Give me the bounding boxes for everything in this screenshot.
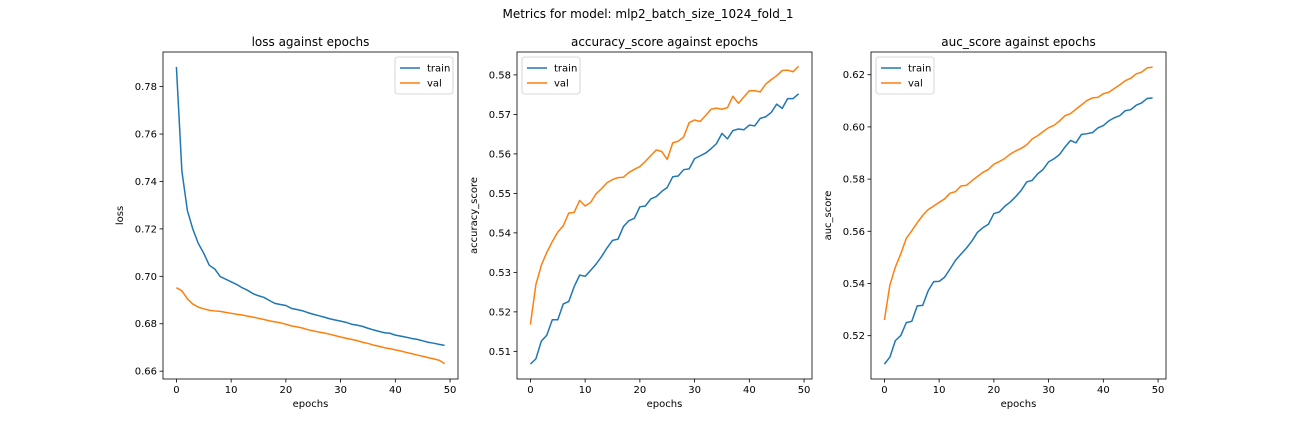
y-tick-label: 0.78 (135, 82, 157, 93)
x-tick-label: 0 (527, 385, 533, 396)
y-tick-label: 0.54 (843, 279, 865, 290)
x-axis-label: epochs (647, 399, 683, 410)
x-tick-label: 50 (444, 385, 457, 396)
legend-label-train: train (554, 64, 577, 75)
chart-panel-1: 0 10 20 30 40 50 0.66 0.68 0.70 0.72 0.74 0.76 0.78 l… (115, 35, 459, 410)
legend-label-train: train (427, 64, 450, 75)
x-tick-label: 0 (881, 385, 887, 396)
legend-label-val: val (908, 79, 923, 90)
legend-label-val: val (554, 79, 569, 90)
legend-box (394, 56, 454, 95)
legend-box (875, 56, 935, 95)
y-tick-label: 0.51 (489, 347, 511, 358)
y-tick-label: 0.68 (135, 319, 157, 330)
series-line-train (883, 97, 1153, 365)
plot-frame (516, 51, 813, 380)
y-tick-label: 0.56 (843, 227, 865, 238)
legend-label-val: val (427, 79, 442, 90)
y-tick-label: 0.58 (843, 175, 865, 186)
series-line-val (176, 287, 445, 365)
y-tick-label: 0.62 (843, 70, 865, 81)
legend-box (521, 56, 581, 95)
y-tick-label: 0.58 (489, 70, 511, 81)
x-tick-label: 30 (1042, 385, 1055, 396)
legend: train val (521, 56, 581, 95)
plot-frame (870, 51, 1167, 380)
y-tick-label: 0.76 (135, 130, 157, 141)
x-tick-label: 10 (225, 385, 238, 396)
x-tick-label: 30 (688, 385, 701, 396)
x-tick-label: 50 (1152, 385, 1165, 396)
legend: train val (394, 56, 454, 95)
series-line-train (175, 66, 445, 347)
x-tick-label: 40 (743, 385, 756, 396)
y-tick-label: 0.60 (843, 122, 865, 133)
x-tick-label: 10 (933, 385, 946, 396)
x-tick-label: 20 (280, 385, 293, 396)
y-tick-label: 0.72 (135, 224, 157, 235)
series-line-val (883, 66, 1153, 321)
chart-panel-2: 0 10 20 30 40 50 0.51 0.52 0.53 0.54 0.55 0.56 0.57 0… (469, 35, 813, 410)
x-tick-label: 40 (1097, 385, 1110, 396)
y-tick-label: 0.52 (843, 331, 865, 342)
x-axis-label: epochs (293, 399, 329, 410)
chart-title: auc_score against epochs (941, 35, 1095, 49)
y-axis-label: auc_score (823, 191, 834, 241)
x-tick-label: 10 (579, 385, 592, 396)
y-tick-label: 0.56 (489, 149, 511, 160)
y-tick-label: 0.57 (489, 110, 511, 121)
x-tick-label: 20 (634, 385, 647, 396)
series-line-train (529, 93, 800, 365)
x-tick-label: 50 (798, 385, 811, 396)
legend: train val (875, 56, 935, 95)
chart-title: accuracy_score against epochs (571, 35, 758, 49)
x-axis-label: epochs (1001, 399, 1037, 410)
y-axis-label: loss (115, 206, 126, 225)
chart-title: loss against epochs (252, 35, 370, 49)
y-tick-label: 0.55 (489, 189, 511, 200)
figure-suptitle: Metrics for model: mlp2_batch_size_1024_… (502, 7, 794, 21)
x-tick-label: 0 (173, 385, 179, 396)
y-tick-label: 0.66 (135, 367, 157, 378)
chart-panel-3: 0 10 20 30 40 50 0.52 0.54 0.56 0.58 0.60 0.62 auc_s… (823, 35, 1167, 410)
y-tick-label: 0.54 (489, 228, 511, 239)
series-line-val (529, 65, 800, 325)
x-tick-label: 30 (334, 385, 347, 396)
y-axis-label: accuracy_score (469, 177, 480, 254)
legend-label-train: train (908, 64, 931, 75)
y-tick-label: 0.53 (489, 268, 511, 279)
y-tick-label: 0.70 (135, 272, 157, 283)
y-tick-label: 0.74 (135, 177, 157, 188)
plot-frame (162, 51, 459, 380)
y-tick-label: 0.52 (489, 307, 511, 318)
x-tick-label: 20 (988, 385, 1001, 396)
x-tick-label: 40 (389, 385, 402, 396)
